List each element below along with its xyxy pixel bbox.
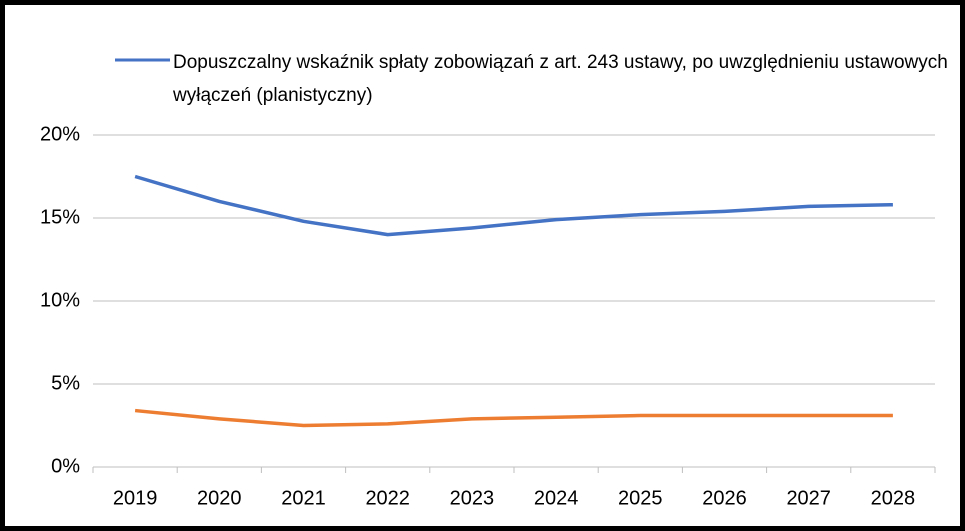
line-series <box>134 408 893 428</box>
x-tick-label: 2026 <box>702 487 747 509</box>
x-tick-label: 2023 <box>450 487 495 509</box>
y-tick-label: 10% <box>40 289 80 311</box>
legend-label: Dopuszczalny wskaźnik spłaty zobowiązań … <box>173 52 948 106</box>
y-tick-label: 5% <box>51 372 80 394</box>
x-tick-label: 2021 <box>281 487 326 509</box>
x-tick-label: 2022 <box>365 487 410 509</box>
x-tick-label: 2024 <box>534 487 579 509</box>
y-tick-label: 20% <box>40 123 80 145</box>
x-tick-label: 2027 <box>786 487 831 509</box>
x-tick-label: 2019 <box>113 487 158 509</box>
x-tick-label: 2020 <box>197 487 242 509</box>
x-tick-label: 2028 <box>871 487 916 509</box>
y-tick-label: 0% <box>51 455 80 477</box>
line-series <box>134 174 893 237</box>
x-tick-label: 2025 <box>618 487 663 509</box>
y-tick-label: 15% <box>40 206 80 228</box>
